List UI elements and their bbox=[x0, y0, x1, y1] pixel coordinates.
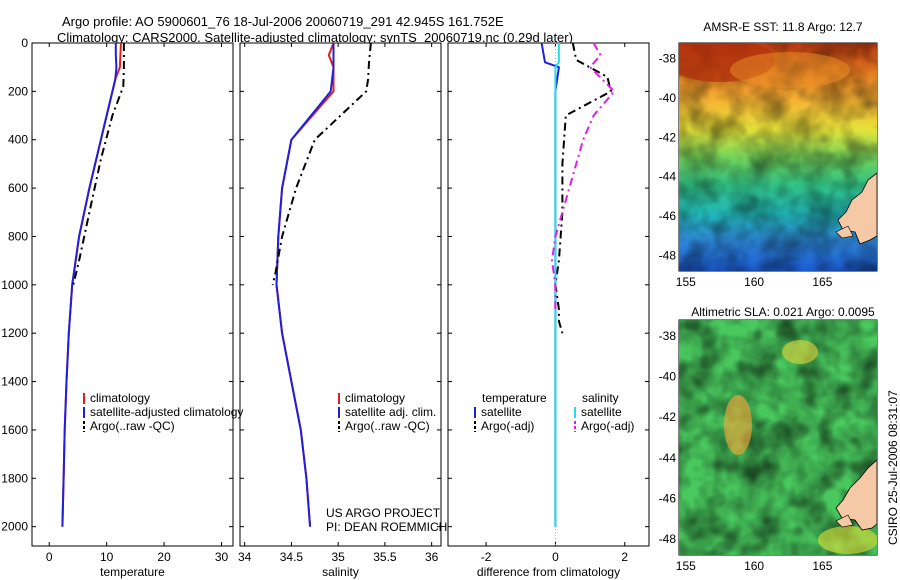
depth-tick-label: 1000 bbox=[1, 278, 28, 292]
x-tick-label: -2 bbox=[481, 550, 492, 564]
sla-map-field bbox=[679, 320, 877, 555]
map-title: Altimetric SLA: 0.021 Argo: 0.0095 bbox=[691, 305, 875, 319]
legend-entry-argo: Argo(..raw -QC) bbox=[90, 419, 175, 433]
legend-entry-sal-satellite-diff: satellite bbox=[581, 405, 622, 419]
timestamp-stamp: CSIRO 25-Jul-2006 08:31:07 bbox=[886, 390, 900, 545]
x-tick-label: 0 bbox=[46, 550, 53, 564]
legend-heading-salinity: salinity bbox=[582, 391, 619, 405]
map-y-tick-label: -40 bbox=[659, 370, 677, 384]
map-y-tick-label: -44 bbox=[659, 451, 677, 465]
x-tick-label: 2 bbox=[621, 550, 628, 564]
depth-tick-label: 2000 bbox=[1, 520, 28, 534]
map-x-tick-label: 160 bbox=[744, 559, 764, 573]
map-x-tick-label: 165 bbox=[812, 559, 832, 573]
map-x-tick-label: 160 bbox=[744, 275, 764, 289]
depth-tick-label: 1800 bbox=[1, 471, 28, 485]
depth-tick-label: 0 bbox=[21, 36, 28, 50]
legend-entry-satellite-adjusted: satellite-adjusted climatology bbox=[90, 405, 243, 419]
profile-panel-frame-1 bbox=[239, 42, 442, 547]
x-tick-label: 35 bbox=[331, 550, 345, 564]
depth-tick-label: 800 bbox=[8, 229, 28, 243]
figure-title-line2: Climatology: CARS2000. Satellite-adjuste… bbox=[57, 30, 573, 45]
series-line-satellite-adjusted-climatology bbox=[61, 43, 118, 527]
x-tick-label: 34 bbox=[238, 550, 252, 564]
profile-panel-frame-0 bbox=[31, 42, 234, 547]
depth-tick-label: 1400 bbox=[1, 375, 28, 389]
map-title: AMSR-E SST: 11.8 Argo: 12.7 bbox=[703, 20, 863, 34]
depth-tick-label: 600 bbox=[8, 181, 28, 195]
legend-entry-temp-argo: Argo(-adj) bbox=[481, 419, 534, 433]
x-tick-label: 30 bbox=[215, 550, 229, 564]
map-y-tick-label: -46 bbox=[659, 209, 677, 223]
map-x-tick-label: 155 bbox=[676, 275, 696, 289]
legend-heading-temperature: temperature bbox=[482, 391, 547, 405]
profile-panel-frame-2 bbox=[447, 42, 650, 547]
sst-map-field bbox=[679, 43, 877, 271]
series-line-argo-raw-qc bbox=[271, 42, 372, 286]
legend-entry-sal-argo: Argo(..raw -QC) bbox=[345, 419, 430, 433]
x-tick-label: 20 bbox=[157, 550, 171, 564]
map-x-tick-label: 155 bbox=[676, 559, 696, 573]
map-y-tick-label: -46 bbox=[659, 491, 677, 505]
depth-tick-label: 200 bbox=[8, 84, 28, 98]
x-tick-label: 34.5 bbox=[280, 550, 304, 564]
legend-entry-sal-satellite: satellite adj. clim. bbox=[345, 405, 436, 419]
legend-entry-sal-argo-diff: Argo(-adj) bbox=[581, 419, 634, 433]
x-axis-label: salinity bbox=[322, 565, 359, 579]
series-line-salinity-argo-adj bbox=[551, 42, 616, 309]
map-y-tick-label: -44 bbox=[659, 170, 677, 184]
map-x-tick-label: 165 bbox=[812, 275, 832, 289]
x-tick-label: 10 bbox=[100, 550, 114, 564]
map-y-tick-label: -42 bbox=[659, 410, 677, 424]
series-line-argo-raw-qc bbox=[72, 43, 125, 286]
depth-tick-label: 1200 bbox=[1, 326, 28, 340]
x-axis-label: temperature bbox=[100, 565, 165, 579]
credit-line1: US ARGO PROJECT bbox=[326, 506, 441, 520]
figure-title-line1: Argo profile: AO 5900601_76 18-Jul-2006 … bbox=[62, 14, 504, 29]
map-y-tick-label: -40 bbox=[659, 91, 677, 105]
map-y-tick-label: -48 bbox=[659, 532, 677, 546]
map-y-tick-label: -38 bbox=[659, 329, 677, 343]
legend-entry-temp-satellite: satellite bbox=[481, 405, 522, 419]
x-tick-label: 35.5 bbox=[373, 550, 397, 564]
legend-entry-sal-climatology: climatology bbox=[345, 391, 405, 405]
x-tick-label: 0 bbox=[552, 550, 559, 564]
series-line-satellite-adj-clim bbox=[275, 43, 335, 527]
map-y-tick-label: -38 bbox=[659, 52, 677, 66]
map-y-tick-label: -48 bbox=[659, 248, 677, 262]
depth-tick-label: 1600 bbox=[1, 423, 28, 437]
x-tick-label: 36 bbox=[425, 550, 439, 564]
credit-line2: PI: DEAN ROEMMICH bbox=[326, 520, 448, 534]
legend-entry-climatology: climatology bbox=[90, 391, 150, 405]
map-y-tick-label: -42 bbox=[659, 130, 677, 144]
x-axis-label: difference from climatology bbox=[477, 565, 620, 579]
depth-tick-label: 400 bbox=[8, 133, 28, 147]
